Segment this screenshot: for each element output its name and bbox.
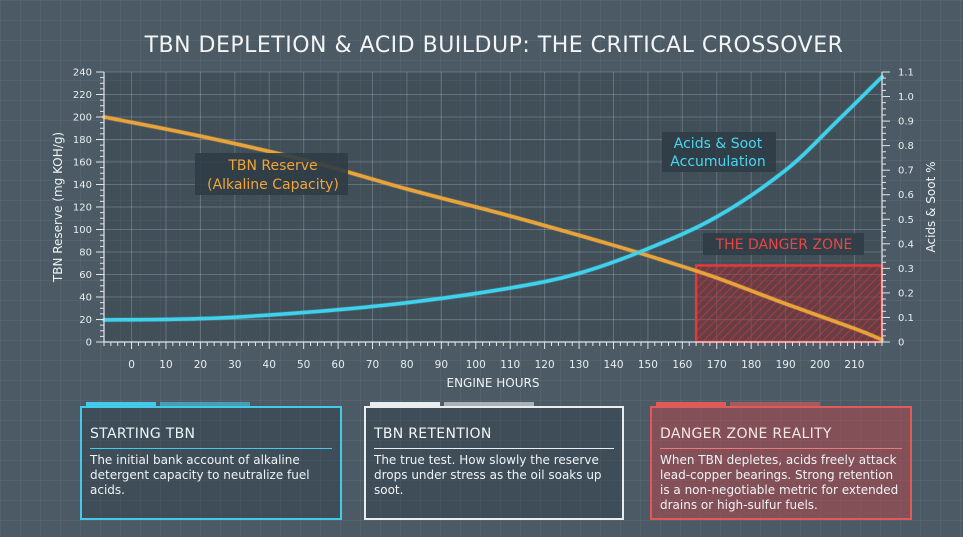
card-title: STARTING TBN [90, 426, 196, 442]
y-left-tick-label: 220 [73, 90, 92, 101]
card-starting-tbn: STARTING TBN The initial bank account of… [80, 402, 342, 520]
y-left-tick-label: 180 [73, 135, 92, 146]
x-tick-label: 140 [603, 359, 623, 371]
danger-zone-label: THE DANGER ZONE [715, 237, 853, 253]
y-left-tick-label: 0 [86, 338, 92, 349]
acid-label-line2: Accumulation [670, 154, 765, 170]
card-body: The true test. How slowly the reserve dr… [374, 453, 602, 497]
x-tick-label: 10 [159, 359, 172, 371]
y-left-tick-label: 40 [79, 293, 92, 304]
card-divider [660, 448, 902, 449]
y-right-tick-label: 0.3 [898, 264, 914, 275]
tbn-label-box [195, 153, 348, 195]
card-tab-accent [160, 402, 250, 406]
x-tick-label: 50 [297, 359, 310, 371]
x-tick-label: 150 [638, 359, 658, 371]
x-tick-label: 110 [500, 359, 520, 371]
acid-label-line1: Acids & Soot [674, 136, 763, 152]
card-tab-accent [730, 402, 820, 406]
card-body: The initial bank account of alkaline det… [90, 453, 310, 497]
x-tick-label: 100 [466, 359, 486, 371]
x-tick-label: 120 [535, 359, 555, 371]
x-axis-label: ENGINE HOURS [447, 376, 540, 390]
y-right-tick-label: 0.1 [898, 313, 914, 324]
card-danger-zone-reality: DANGER ZONE REALITY When TBN depletes, a… [650, 402, 912, 520]
y-left-tick-label: 120 [73, 203, 92, 214]
x-tick-label: 90 [435, 359, 448, 371]
y-left-tick-label: 80 [79, 248, 92, 259]
x-tick-label: 80 [400, 359, 413, 371]
tbn-chart: TBN DEPLETION & ACID BUILDUP: THE CRITIC… [51, 33, 938, 390]
chart-title: TBN DEPLETION & ACID BUILDUP: THE CRITIC… [144, 33, 844, 58]
card-divider [90, 448, 332, 449]
x-tick-label: 130 [569, 359, 589, 371]
card-body: When TBN depletes, acids freely attack l… [660, 453, 899, 512]
y-right-tick-label: 0.8 [898, 141, 914, 152]
x-tick-label: 60 [331, 359, 344, 371]
y-left-tick-label: 60 [79, 270, 92, 281]
card-tbn-retention: TBN RETENTION The true test. How slowly … [364, 402, 624, 520]
x-tick-label: 160 [672, 359, 692, 371]
y-right-tick-label: 1.1 [898, 68, 914, 79]
y-right-tick-label: 0.7 [898, 166, 914, 177]
tbn-reserve-line [102, 115, 884, 342]
y-left-tick-label: 160 [73, 158, 92, 169]
y-left-tick-label: 100 [73, 225, 92, 236]
y-left-tick-label: 20 [79, 315, 92, 326]
card-tab-accent [370, 402, 440, 406]
axes: 0 10 20 30 40 50 60 70 80 90 100 110 120 130 140 150 160… [73, 68, 914, 372]
y-right-tick-label: 0.2 [898, 288, 914, 299]
y-left-tick-label: 240 [73, 68, 92, 79]
x-tick-label: 20 [194, 359, 207, 371]
y-right-tick-label: 0.9 [898, 117, 914, 128]
tbn-label-line2: (Alkaline Capacity) [207, 177, 339, 193]
x-tick-label: 210 [844, 359, 864, 371]
y-axis-left-label: TBN Reserve (mg KOH/g) [51, 132, 65, 283]
danger-zone-label-box [703, 233, 864, 255]
x-tick-label: 180 [741, 359, 761, 371]
y-right-tick-label: 0.4 [898, 239, 914, 250]
card-title: TBN RETENTION [374, 426, 492, 442]
card-tab-accent [86, 402, 156, 406]
card-title: DANGER ZONE REALITY [660, 426, 832, 442]
y-right-tick-label: 0 [898, 338, 904, 349]
x-tick-label: 200 [810, 359, 830, 371]
y-axis-right-label: Acids & Soot % [924, 161, 938, 252]
card-tab-accent [656, 402, 726, 406]
acid-soot-line [102, 75, 884, 322]
x-tick-label: 40 [263, 359, 276, 371]
acid-label-box [662, 132, 776, 172]
x-tick-label: 190 [776, 359, 796, 371]
y-left-tick-label: 200 [73, 113, 92, 124]
y-left-tick-label: 140 [73, 180, 92, 191]
x-tick-label: 0 [128, 359, 135, 371]
x-tick-label: 30 [228, 359, 241, 371]
y-right-tick-label: 1.0 [898, 92, 914, 103]
x-tick-label: 70 [366, 359, 379, 371]
card-divider [374, 448, 614, 449]
series-lines [101, 74, 885, 343]
x-tick-label: 170 [707, 359, 727, 371]
tbn-label-line1: TBN Reserve [227, 158, 317, 174]
card-tab-accent [444, 402, 534, 406]
y-right-tick-label: 0.5 [898, 215, 914, 226]
y-right-tick-label: 0.6 [898, 190, 914, 201]
